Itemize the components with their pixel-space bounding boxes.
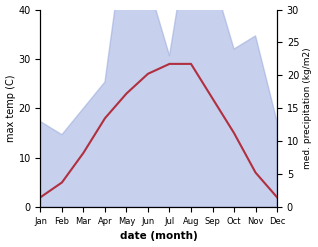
Y-axis label: max temp (C): max temp (C) <box>5 75 16 142</box>
X-axis label: date (month): date (month) <box>120 231 197 242</box>
Y-axis label: med. precipitation (kg/m2): med. precipitation (kg/m2) <box>303 48 313 169</box>
